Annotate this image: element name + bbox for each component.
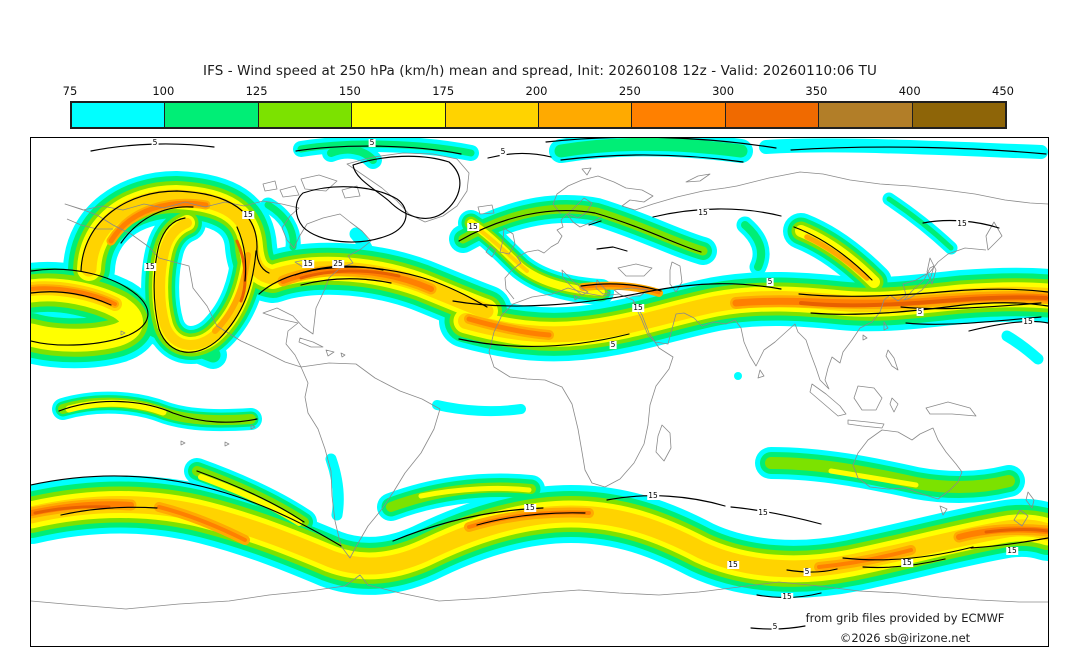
- colorbar-segment: [539, 103, 633, 127]
- colorbar-tick: 350: [805, 84, 828, 98]
- colorbar-tick: 125: [245, 84, 268, 98]
- attribution-copyright: ©2026 sb@irizone.net: [839, 631, 971, 645]
- coastlines: [31, 152, 1048, 610]
- spread-contours: [31, 138, 1048, 630]
- colorbar-segment: [72, 103, 166, 127]
- colorbar-ticks: 75 100 125 150 175 200 250 300 350 400 450: [0, 84, 1080, 98]
- colorbar-tick: 200: [525, 84, 548, 98]
- colorbar-segment: [632, 103, 726, 127]
- colorbar-tick: 175: [432, 84, 455, 98]
- colorbar-bar: [70, 101, 1007, 129]
- colorbar-segment: [725, 103, 820, 127]
- colorbar-segment: [165, 103, 259, 127]
- colorbar-tick: 100: [152, 84, 175, 98]
- map-frame: [30, 137, 1049, 647]
- colorbar-tick: 300: [712, 84, 735, 98]
- colorbar-tick: 150: [338, 84, 361, 98]
- chart-title: IFS - Wind speed at 250 hPa (km/h) mean …: [203, 63, 877, 79]
- map-svg: [31, 138, 1048, 646]
- colorbar-tick: 400: [898, 84, 921, 98]
- colorbar-segment: [445, 103, 540, 127]
- colorbar-segment: [819, 103, 913, 127]
- colorbar-segment: [352, 103, 446, 127]
- colorbar-segment: [258, 103, 353, 127]
- colorbar-tick: 75: [62, 84, 78, 98]
- colorbar-segment: [912, 103, 1006, 127]
- colorbar-tick: 450: [992, 84, 1014, 98]
- attribution-source: from grib files provided by ECMWF: [805, 611, 1005, 625]
- colorbar-tick: 250: [618, 84, 641, 98]
